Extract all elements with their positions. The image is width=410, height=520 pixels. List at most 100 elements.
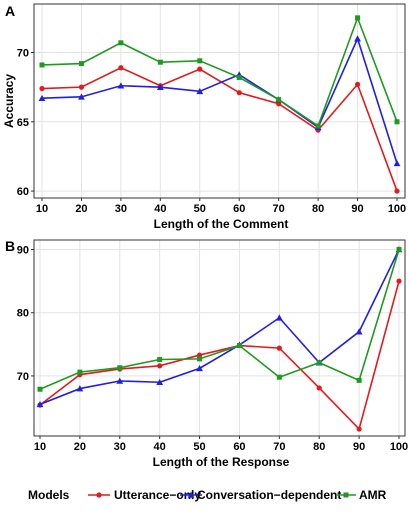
panel-b-point-conversation-dependent-70	[275, 314, 283, 321]
panel-a-point-conversation-dependent-30	[117, 82, 125, 89]
panel-a-series	[38, 15, 401, 194]
legend-label-utterance-only: Utterance−only	[114, 488, 201, 502]
panel-a-xlabel: Length of the Comment	[154, 217, 289, 231]
panel-b-letter: B	[5, 238, 15, 254]
panel-a-x-tick-label-30: 30	[115, 203, 127, 215]
panel-a-frame	[33, 3, 406, 199]
panel-b-point-amr-30	[117, 365, 123, 371]
panel-a-x-tick-label-80: 80	[312, 203, 324, 215]
panel-a-point-utterance-only-10	[39, 85, 45, 92]
panel-a-point-conversation-dependent-50	[196, 87, 204, 95]
panel-b-x-tick-label-60: 60	[233, 441, 245, 453]
legend-marker-conversation-dependent	[187, 491, 195, 498]
panel-a-point-utterance-only-20	[78, 84, 85, 90]
panel-a-point-amr-50	[197, 58, 203, 64]
panel-b-x-tick-label-50: 50	[193, 441, 205, 453]
panel-b-x-tick-label-40: 40	[154, 441, 166, 453]
panel-a-x-tick-label-100: 100	[388, 203, 406, 215]
panel-a-point-utterance-only-70	[276, 101, 282, 107]
panel-b-point-amr-20	[77, 369, 83, 375]
panel-b-series-amr	[37, 246, 402, 392]
panel-a-ylabel: Accuracy	[2, 74, 16, 128]
panel-b-xlabel: Length of the Response	[153, 455, 290, 469]
panel-b-point-conversation-dependent-50	[196, 364, 203, 372]
panel-a-point-conversation-dependent-40	[156, 83, 164, 90]
panel-b-point-amr-50	[197, 356, 203, 362]
panel-a-point-conversation-dependent-100	[393, 159, 401, 167]
panel-a-x-tick-label-20: 20	[75, 203, 87, 215]
panel-b-point-conversation-dependent-10	[36, 400, 44, 408]
panel-a-line-utterance-only	[41, 66, 398, 192]
panel-b-point-amr-10	[37, 386, 43, 392]
panel-b-point-utterance-only-90	[356, 426, 362, 432]
panel-a-point-amr-40	[157, 59, 163, 65]
legend-label-amr: AMR	[359, 488, 387, 502]
panel-a-x-tick-label-60: 60	[233, 203, 245, 215]
panel-a-y-tick-label-65: 65	[17, 117, 29, 129]
panel-b-point-amr-90	[356, 377, 362, 383]
panel-a-line-amr	[41, 15, 398, 128]
panel-b-point-utterance-only-40	[157, 363, 163, 369]
panel-b-point-conversation-dependent-90	[355, 328, 363, 335]
legend-item-utterance-only: Utterance−only	[88, 488, 201, 502]
panel-a-series-amr	[39, 15, 400, 129]
panel-a-y-ticks: 60 65 70	[17, 48, 34, 198]
panel-a-x-ticks: 10 20 30 40 50 60 70 80 90 100	[36, 198, 406, 215]
panel-b-series	[36, 246, 403, 432]
panel-a-y-tick-label-70: 70	[17, 48, 29, 60]
panel-b-y-tick-label-80: 80	[17, 308, 29, 320]
legend-marker-utterance-only	[96, 492, 102, 498]
panel-a-point-amr-80	[315, 123, 321, 129]
panel-b-line-utterance-only	[39, 280, 400, 431]
panel-a-plot-background	[34, 4, 405, 198]
panel-b-point-utterance-only-70	[276, 345, 282, 351]
panel-a-point-amr-10	[39, 62, 45, 68]
panel-b: 70 80 90 10 20 30 40 50 60 70 80 90 100 B Length of…	[5, 238, 408, 469]
panel-b-point-conversation-dependent-20	[76, 385, 84, 392]
panel-b-x-tick-label-30: 30	[114, 441, 126, 453]
panel-a-point-utterance-only-30	[118, 65, 124, 71]
panel-a-series-utterance-only	[39, 65, 400, 194]
panel-a-point-utterance-only-50	[197, 66, 203, 72]
panel-a-y-tick-label-60: 60	[17, 186, 29, 198]
legend-marker-amr	[343, 492, 349, 498]
panel-b-x-tick-label-80: 80	[313, 441, 325, 453]
panel-b-series-conversation-dependent	[36, 246, 403, 408]
panel-a-x-tick-label-50: 50	[194, 203, 206, 215]
legend: Models Utterance−only Conversation−depen…	[28, 488, 387, 502]
panel-b-point-conversation-dependent-30	[116, 377, 124, 384]
panel-b-x-tick-label-10: 10	[34, 441, 46, 453]
legend-item-amr: AMR	[336, 488, 387, 502]
panel-b-frame	[33, 239, 406, 437]
panel-b-y-tick-label-70: 70	[17, 371, 29, 383]
panel-a-point-amr-70	[276, 97, 282, 103]
panel-b-y-tick-label-90: 90	[17, 244, 29, 256]
panel-a-point-utterance-only-90	[354, 81, 361, 87]
panel-a-x-tick-label-90: 90	[351, 203, 363, 215]
panel-b-x-tick-label-70: 70	[273, 441, 285, 453]
panel-b-point-conversation-dependent-40	[156, 378, 164, 386]
panel-b-x-tick-label-100: 100	[390, 441, 408, 453]
panel-a-point-amr-20	[78, 61, 84, 67]
panel-b-point-utterance-only-100	[396, 278, 402, 284]
panel-a-x-tick-label-70: 70	[273, 203, 285, 215]
panel-a-point-utterance-only-100	[394, 188, 400, 194]
panel-a-point-conversation-dependent-10	[38, 94, 46, 102]
panel-a-point-conversation-dependent-20	[78, 93, 85, 100]
panel-b-x-ticks: 10 20 30 40 50 60 70 80 90 100	[34, 436, 408, 453]
panel-b-point-amr-60	[236, 343, 242, 349]
panel-a-x-tick-label-40: 40	[154, 203, 166, 215]
panel-b-y-ticks: 70 80 90	[17, 244, 34, 383]
panel-a-point-amr-90	[355, 15, 361, 21]
panel-a-point-utterance-only-60	[236, 90, 242, 96]
panel-b-plot-background	[34, 240, 405, 436]
legend-label-conversation-dependent: Conversation−dependent	[197, 488, 341, 502]
panel-a-x-tick-label-10: 10	[36, 203, 48, 215]
panel-a-letter: A	[5, 3, 15, 19]
panel-a-point-amr-100	[394, 119, 400, 125]
panel-a-point-conversation-dependent-90	[354, 35, 361, 42]
panel-b-line-amr	[39, 249, 400, 390]
panel-b-point-amr-40	[157, 356, 163, 362]
